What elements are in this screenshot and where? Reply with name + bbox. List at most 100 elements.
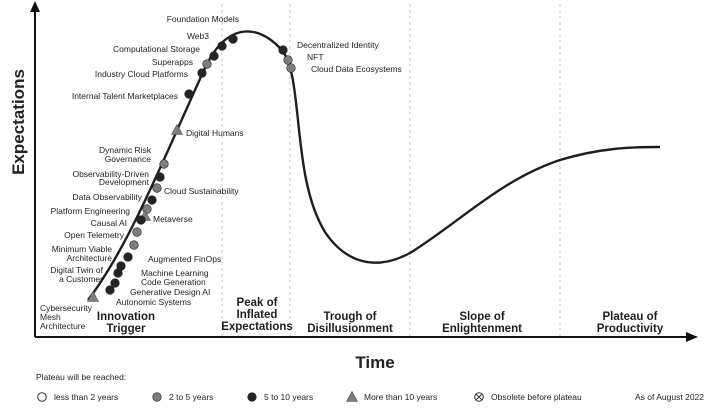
marker-foundation-models	[228, 34, 238, 44]
label-causal-ai: Causal AI	[91, 218, 127, 228]
marker-decentralized-identity	[278, 45, 288, 55]
label-minimum-viable-architecture: Minimum Viable Architecture	[52, 244, 113, 263]
legend-item-less-than-2-years: less than 2 years	[37, 392, 118, 402]
legend-label-more-than-10-years: More than 10 years	[364, 392, 437, 402]
x-axis-arrow	[686, 332, 698, 342]
label-machine-learning-code-generation: Machine Learning Code Generation	[141, 268, 209, 287]
label-decentralized-identity: Decentralized Identity	[297, 40, 379, 50]
marker-digital-twin-of-a-customer	[113, 268, 123, 278]
technology-markers: Foundation Models Web3 Computational Stora…	[40, 14, 402, 331]
label-open-telemetry: Open Telemetry	[64, 230, 125, 240]
legend-marker-more-than-10-years	[345, 390, 359, 402]
legend-label-obsolete-before-plateau: Obsolete before plateau	[491, 392, 582, 402]
technology-digital-humans: Digital Humans	[170, 123, 244, 138]
legend-marker-less-than-2-years	[37, 392, 47, 402]
marker-superapps	[202, 59, 212, 69]
legend-marker-2-to-5-years	[152, 392, 162, 402]
marker-observability-driven-development	[155, 172, 165, 182]
marker-web3	[217, 41, 227, 51]
technology-cybersecurity-mesh-architecture: Cybersecurity Mesh Architecture	[40, 290, 100, 331]
label-data-observability: Data Observability	[73, 192, 143, 202]
label-foundation-models: Foundation Models	[167, 14, 239, 24]
technology-open-telemetry: Open Telemetry	[64, 227, 142, 240]
label-superapps: Superapps	[152, 57, 193, 67]
phase-label-plateau-of-productivity: Plateau of Productivity	[597, 311, 664, 335]
label-autonomic-systems: Autonomic Systems	[116, 297, 191, 307]
phase-dividers	[221, 4, 561, 336]
legend-marker-obsolete-before-plateau	[474, 392, 484, 402]
technology-cloud-sustainability: Cloud Sustainability	[152, 183, 239, 196]
axes: Expectations Time	[9, 1, 698, 372]
legend-label-2-to-5-years: 2 to 5 years	[169, 392, 213, 402]
marker-generative-design-ai	[110, 278, 120, 288]
technology-machine-learning-code-generation: Machine Learning Code Generation	[116, 261, 209, 287]
label-cybersecurity-mesh-architecture: Cybersecurity Mesh Architecture	[40, 303, 93, 331]
marker-cloud-sustainability	[152, 183, 162, 193]
legend: Plateau will be reached: less than 2 yea…	[36, 372, 704, 402]
marker-data-observability	[147, 195, 157, 205]
label-nft: NFT	[307, 52, 324, 62]
marker-autonomic-systems	[105, 285, 115, 295]
label-computational-storage: Computational Storage	[113, 44, 200, 54]
footnote: As of August 2022	[635, 392, 704, 402]
label-cloud-data-ecosystems: Cloud Data Ecosystems	[311, 64, 402, 74]
technology-superapps: Superapps	[152, 57, 212, 69]
technology-digital-twin-of-a-customer: Digital Twin of a Customer	[50, 265, 123, 284]
marker-digital-humans	[170, 123, 184, 135]
legend-item-obsolete-before-plateau: Obsolete before plateau	[474, 392, 582, 402]
label-cloud-sustainability: Cloud Sustainability	[164, 186, 239, 196]
label-metaverse: Metaverse	[153, 214, 193, 224]
legend-label-less-than-2-years: less than 2 years	[54, 392, 118, 402]
technology-nft: NFT	[283, 52, 324, 65]
technology-platform-engineering: Platform Engineering	[51, 204, 152, 216]
label-web3: Web3	[187, 31, 209, 41]
label-internal-talent-marketplaces: Internal Talent Marketplaces	[72, 91, 178, 101]
legend-items: less than 2 years 2 to 5 years 5 to 10 yea…	[37, 390, 582, 402]
x-axis-title: Time	[355, 353, 394, 372]
technology-internal-talent-marketplaces: Internal Talent Marketplaces	[72, 89, 194, 101]
technology-generative-design-ai: Generative Design AI	[110, 278, 210, 297]
hype-curve	[87, 30, 661, 301]
label-industry-cloud-platforms: Industry Cloud Platforms	[95, 69, 188, 79]
marker-augmented-finops	[129, 240, 139, 250]
marker-cybersecurity-mesh-architecture	[86, 290, 100, 302]
marker-internal-talent-marketplaces	[184, 89, 194, 99]
legend-title: Plateau will be reached:	[36, 372, 126, 382]
phase-label-peak-of-inflated-expectations: Peak of Inflated Expectations	[221, 297, 293, 333]
technology-observability-driven-development: Observability-Driven Development	[72, 169, 165, 187]
marker-computational-storage	[209, 51, 219, 61]
y-axis-title: Expectations	[9, 69, 28, 175]
technology-minimum-viable-architecture: Minimum Viable Architecture	[52, 244, 133, 263]
technology-causal-ai: Causal AI	[91, 215, 146, 228]
phase-label-trough-of-disillusionment: Trough of Disillusionment	[307, 311, 393, 335]
legend-item-more-than-10-years: More than 10 years	[345, 390, 437, 402]
legend-item-2-to-5-years: 2 to 5 years	[152, 392, 213, 402]
technology-decentralized-identity: Decentralized Identity	[278, 40, 379, 55]
technology-data-observability: Data Observability	[73, 192, 157, 205]
legend-item-5-to-10-years: 5 to 10 years	[247, 392, 313, 402]
technology-augmented-finops: Augmented FinOps	[129, 240, 221, 264]
label-digital-twin-of-a-customer: Digital Twin of a Customer	[50, 265, 103, 284]
phase-label-slope-of-enlightenment: Slope of Enlightenment	[442, 311, 522, 335]
phase-labels: Innovation Trigger Peak of Inflated Expectat…	[97, 297, 664, 335]
label-augmented-finops: Augmented FinOps	[148, 254, 221, 264]
label-observability-driven-development: Observability-Driven Development	[72, 169, 149, 187]
technology-cloud-data-ecosystems: Cloud Data Ecosystems	[286, 63, 402, 74]
legend-marker-5-to-10-years	[247, 392, 257, 402]
technology-computational-storage: Computational Storage	[113, 44, 219, 61]
label-dynamic-risk-governance: Dynamic Risk Governance	[99, 145, 152, 164]
label-generative-design-ai: Generative Design AI	[130, 287, 210, 297]
marker-causal-ai	[136, 215, 146, 225]
technology-industry-cloud-platforms: Industry Cloud Platforms	[95, 68, 207, 79]
marker-industry-cloud-platforms	[197, 68, 207, 78]
technology-web3: Web3	[187, 31, 227, 51]
label-platform-engineering: Platform Engineering	[51, 206, 131, 216]
technology-autonomic-systems: Autonomic Systems	[105, 285, 191, 307]
marker-minimum-viable-architecture	[123, 252, 133, 262]
marker-open-telemetry	[132, 227, 142, 237]
technology-foundation-models: Foundation Models	[167, 14, 239, 44]
y-axis-arrow	[30, 1, 40, 12]
technology-dynamic-risk-governance: Dynamic Risk Governance	[99, 145, 169, 169]
